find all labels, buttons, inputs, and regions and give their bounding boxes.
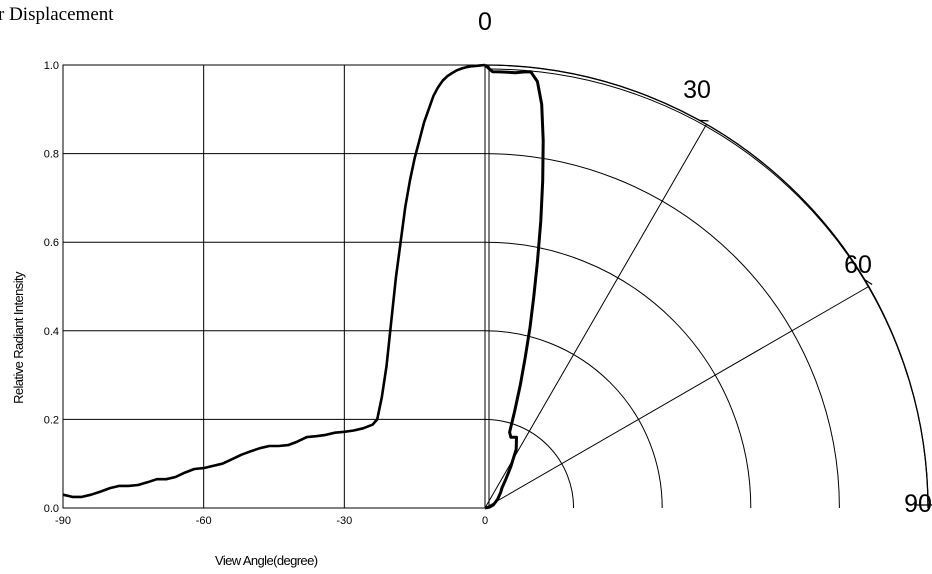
polar-spoke	[484, 286, 869, 509]
y-tick-label: 0.0	[44, 503, 59, 515]
series-lines	[62, 63, 545, 510]
y-tick-label: 1.0	[44, 60, 59, 72]
polar-angle-label: 60	[844, 251, 872, 279]
x-tick-label: 0	[482, 515, 488, 527]
y-tick-label: 0.8	[44, 149, 59, 161]
polar-ring	[484, 418, 575, 509]
polar-grid	[484, 64, 932, 509]
polar-outer-ring-inner	[488, 68, 929, 509]
polar-ring	[484, 330, 663, 509]
polar-curve	[484, 63, 545, 510]
polar-angle-label: 30	[683, 76, 711, 104]
x-tick-label: -90	[55, 515, 71, 527]
polar-outer-ring	[484, 64, 929, 509]
polar-spoke-tick	[699, 119, 709, 122]
y-tick-label: 0.2	[44, 414, 59, 426]
polar-ring	[484, 153, 840, 509]
y-axis-label: Relative Radiant Intensity	[11, 271, 26, 404]
y-tick-label: 0.4	[44, 326, 59, 338]
y-tick-label: 0.6	[44, 237, 59, 249]
polar-angle-label: 90	[904, 490, 932, 518]
chart-title: r Displacement	[0, 4, 114, 25]
polar-angle-label: 0	[478, 8, 492, 36]
polar-spoke-tick	[864, 279, 873, 286]
cartesian-curve	[62, 63, 486, 499]
x-tick-label: -30	[336, 515, 352, 527]
x-tick-label: -60	[196, 515, 212, 527]
tick-labels: 1.0 0.8 0.6 0.4 0.2 0.0-90 -60 -30 0 0 30 60 90	[44, 8, 932, 527]
polar-ring	[484, 241, 752, 509]
x-axis-label: View Angle(degree)	[215, 553, 318, 568]
polar-ring	[484, 64, 929, 509]
polar-spoke	[484, 124, 707, 509]
plot-frame	[62, 64, 486, 509]
